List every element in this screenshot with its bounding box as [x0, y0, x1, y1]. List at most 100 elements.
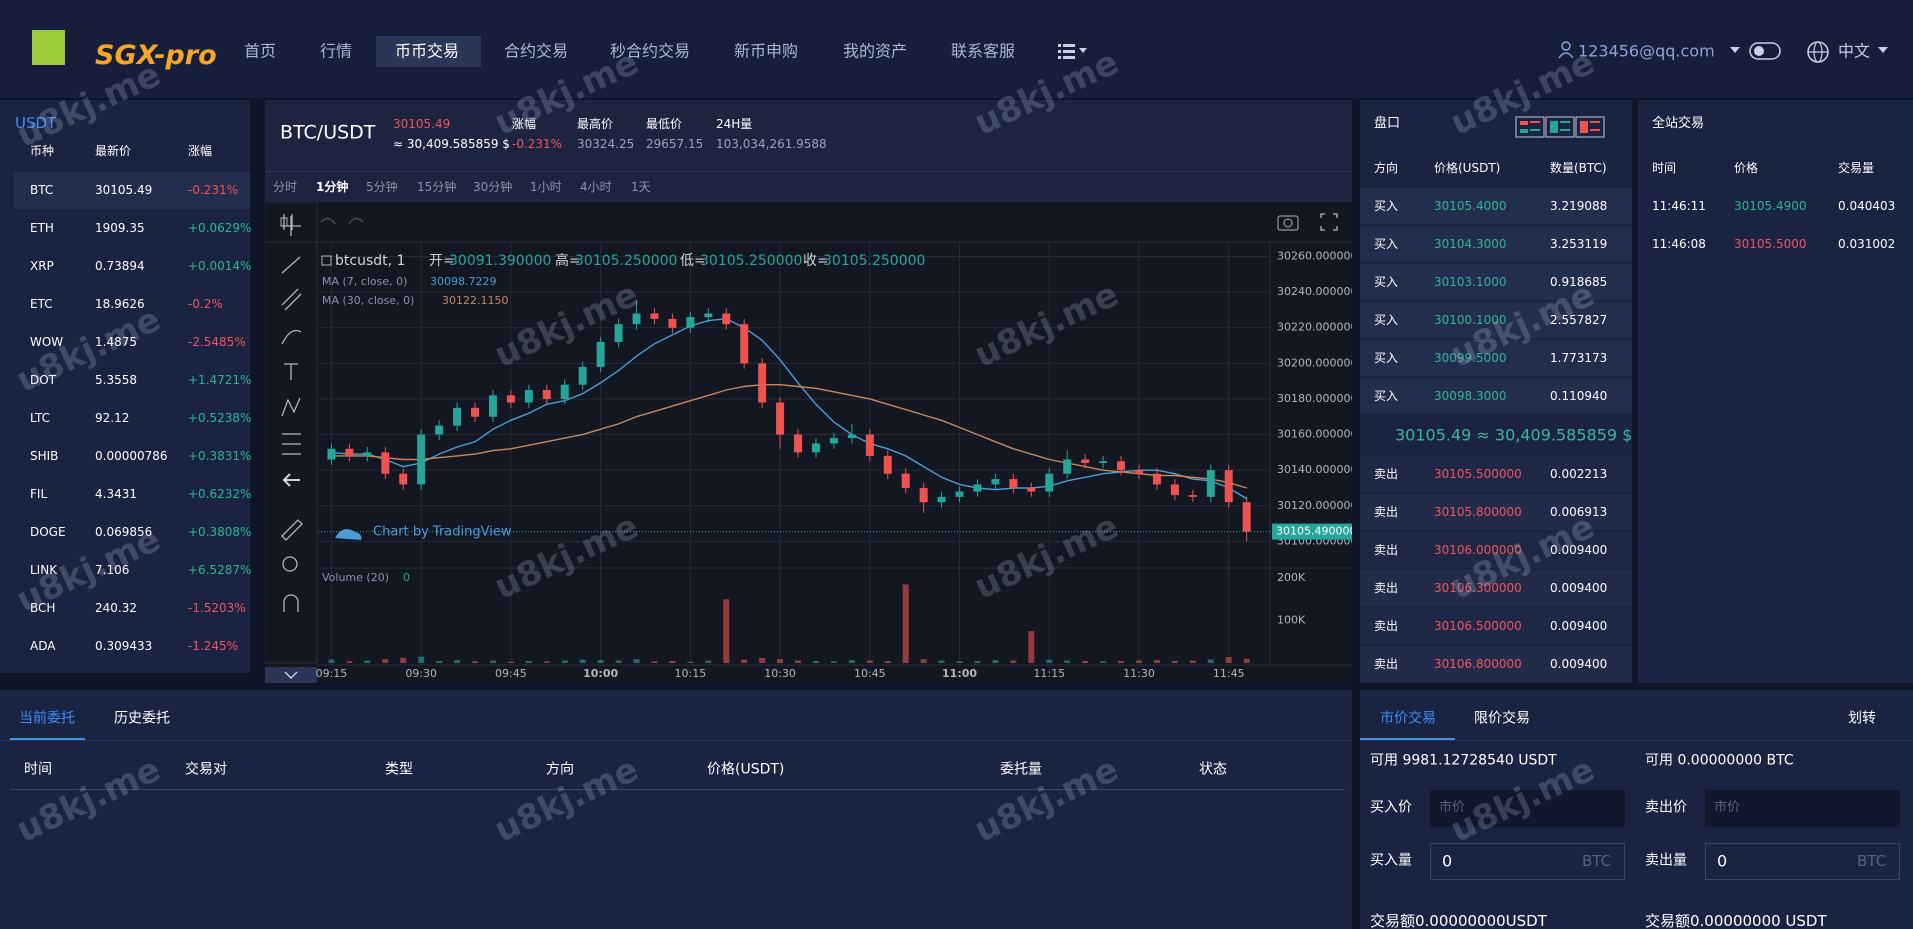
- market-change[interactable]: -0.231%: [188, 182, 239, 197]
- nav-item[interactable]: 行情: [319, 41, 353, 61]
- interval[interactable]: 1分钟: [316, 179, 349, 194]
- transfer[interactable]: 划转: [1848, 710, 1876, 727]
- volume-bar: [1082, 660, 1089, 663]
- market-symbol[interactable]: FIL: [30, 486, 48, 501]
- market-change[interactable]: -1.5203%: [188, 600, 246, 615]
- market-price[interactable]: 1.4875: [95, 334, 137, 349]
- market-change[interactable]: +0.0629%: [188, 220, 252, 235]
- orders-tab[interactable]: 历史委托: [114, 710, 170, 727]
- orders-tab[interactable]: 当前委托: [19, 710, 75, 727]
- order-book-price[interactable]: 30104.3000: [1434, 236, 1507, 251]
- menu-icon[interactable]: [1058, 42, 1090, 60]
- amount-input[interactable]: [1430, 843, 1625, 880]
- market-symbol[interactable]: ETH: [30, 220, 54, 235]
- interval[interactable]: 30分钟: [473, 179, 513, 194]
- order-book-price[interactable]: 30106.000000: [1434, 542, 1522, 557]
- language[interactable]: 中文: [1838, 41, 1871, 61]
- interval[interactable]: 分时: [273, 179, 298, 194]
- market-symbol[interactable]: SHIB: [30, 448, 59, 463]
- volume-bar: [1010, 660, 1017, 663]
- market-symbol[interactable]: DOGE: [30, 524, 66, 539]
- market-price[interactable]: 240.32: [95, 600, 137, 615]
- order-book-price[interactable]: 30106.800000: [1434, 656, 1522, 671]
- order-book-price[interactable]: 30106.300000: [1434, 580, 1522, 595]
- amount-input[interactable]: [1705, 843, 1900, 880]
- order-book-price[interactable]: 30106.500000: [1434, 618, 1522, 633]
- market-price[interactable]: 92.12: [95, 410, 130, 425]
- order-book-row-bg: [1360, 646, 1632, 682]
- market-symbol[interactable]: ETC: [30, 296, 53, 311]
- price-placeholder[interactable]: 市价: [1714, 800, 1741, 816]
- trade-form-tab[interactable]: 市价交易: [1380, 710, 1436, 727]
- order-book-amount: 0.009400: [1550, 580, 1608, 595]
- market-symbol[interactable]: XRP: [30, 258, 54, 273]
- order-book-price[interactable]: 30099.5000: [1434, 350, 1507, 365]
- order-book-price[interactable]: 30098.3000: [1434, 388, 1507, 403]
- volume-bar: [1046, 659, 1053, 663]
- market-change[interactable]: +0.0014%: [188, 258, 252, 273]
- order-book-row-bg: [1360, 570, 1632, 606]
- market-price[interactable]: 7.106: [95, 562, 130, 577]
- market-price[interactable]: 18.9626: [95, 296, 145, 311]
- market-change[interactable]: -1.245%: [188, 638, 239, 653]
- candle-body: [955, 491, 964, 497]
- market-change[interactable]: -0.2%: [188, 296, 223, 311]
- market-symbol[interactable]: BCH: [30, 600, 56, 615]
- nav-item[interactable]: 新币申购: [733, 41, 799, 61]
- market-change[interactable]: +1.4721%: [188, 372, 252, 387]
- nav-item[interactable]: 秒合约交易: [609, 41, 691, 61]
- order-book-price[interactable]: 30103.1000: [1434, 274, 1507, 289]
- order-book-price[interactable]: 30105.500000: [1434, 466, 1522, 481]
- market-price[interactable]: 0.73894: [95, 258, 145, 273]
- user-email[interactable]: 123456@qq.com: [1578, 41, 1715, 61]
- market-quote[interactable]: USDT: [15, 114, 57, 132]
- price-input[interactable]: [1430, 790, 1625, 827]
- candle-body: [686, 317, 695, 328]
- market-price[interactable]: 5.3558: [95, 372, 137, 387]
- order-book-price[interactable]: 30105.800000: [1434, 504, 1522, 519]
- interval[interactable]: 1小时: [530, 179, 562, 194]
- market-symbol[interactable]: DOT: [30, 372, 57, 387]
- market-change[interactable]: +0.3808%: [188, 524, 252, 539]
- market-symbol[interactable]: WOW: [30, 334, 64, 349]
- order-book-row-bg: [1360, 226, 1632, 262]
- market-price[interactable]: 4.3431: [95, 486, 137, 501]
- market-price[interactable]: 0.069856: [95, 524, 153, 539]
- interval[interactable]: 4小时: [580, 179, 612, 194]
- order-book-price[interactable]: 30100.1000: [1434, 312, 1507, 327]
- trade-form-tab[interactable]: 限价交易: [1474, 710, 1530, 727]
- market-change[interactable]: +0.6232%: [188, 486, 252, 501]
- market-symbol[interactable]: LTC: [30, 410, 51, 425]
- stat-label: 24H量: [716, 116, 753, 131]
- nav-item[interactable]: 我的资产: [842, 41, 908, 61]
- market-change[interactable]: +0.5238%: [188, 410, 252, 425]
- amount-value[interactable]: 0: [1717, 851, 1728, 871]
- market-change[interactable]: +6.5287%: [188, 562, 252, 577]
- nav-item[interactable]: 合约交易: [503, 41, 569, 61]
- nav-item[interactable]: 币币交易: [394, 41, 460, 61]
- interval[interactable]: 15分钟: [417, 179, 457, 194]
- amount-value[interactable]: 0: [1442, 851, 1453, 871]
- market-symbol[interactable]: LINK: [30, 562, 58, 577]
- market-price[interactable]: 0.00000786: [95, 448, 168, 463]
- market-change[interactable]: +0.3831%: [188, 448, 252, 463]
- nav-item[interactable]: 联系客服: [950, 41, 1016, 61]
- market-price[interactable]: 1909.35: [95, 220, 145, 235]
- interval[interactable]: 1天: [631, 179, 651, 194]
- nav-item[interactable]: 首页: [243, 41, 277, 61]
- order-book-price[interactable]: 30105.4000: [1434, 198, 1507, 213]
- candle-body: [650, 313, 659, 319]
- depth-mode-icons[interactable]: [1515, 116, 1605, 138]
- market-symbol[interactable]: ADA: [30, 638, 56, 653]
- market-symbol[interactable]: BTC: [30, 182, 54, 197]
- tool-text: [284, 363, 298, 380]
- market-price[interactable]: 0.309433: [95, 638, 153, 653]
- x-tick-label: 11:30: [1123, 667, 1155, 680]
- candle-body: [542, 390, 551, 399]
- market-change[interactable]: -2.5485%: [188, 334, 246, 349]
- order-book-side: 买入: [1374, 312, 1399, 327]
- interval[interactable]: 5分钟: [366, 179, 398, 194]
- price-input[interactable]: [1705, 790, 1900, 827]
- price-placeholder[interactable]: 市价: [1439, 800, 1466, 816]
- market-price[interactable]: 30105.49: [95, 182, 153, 197]
